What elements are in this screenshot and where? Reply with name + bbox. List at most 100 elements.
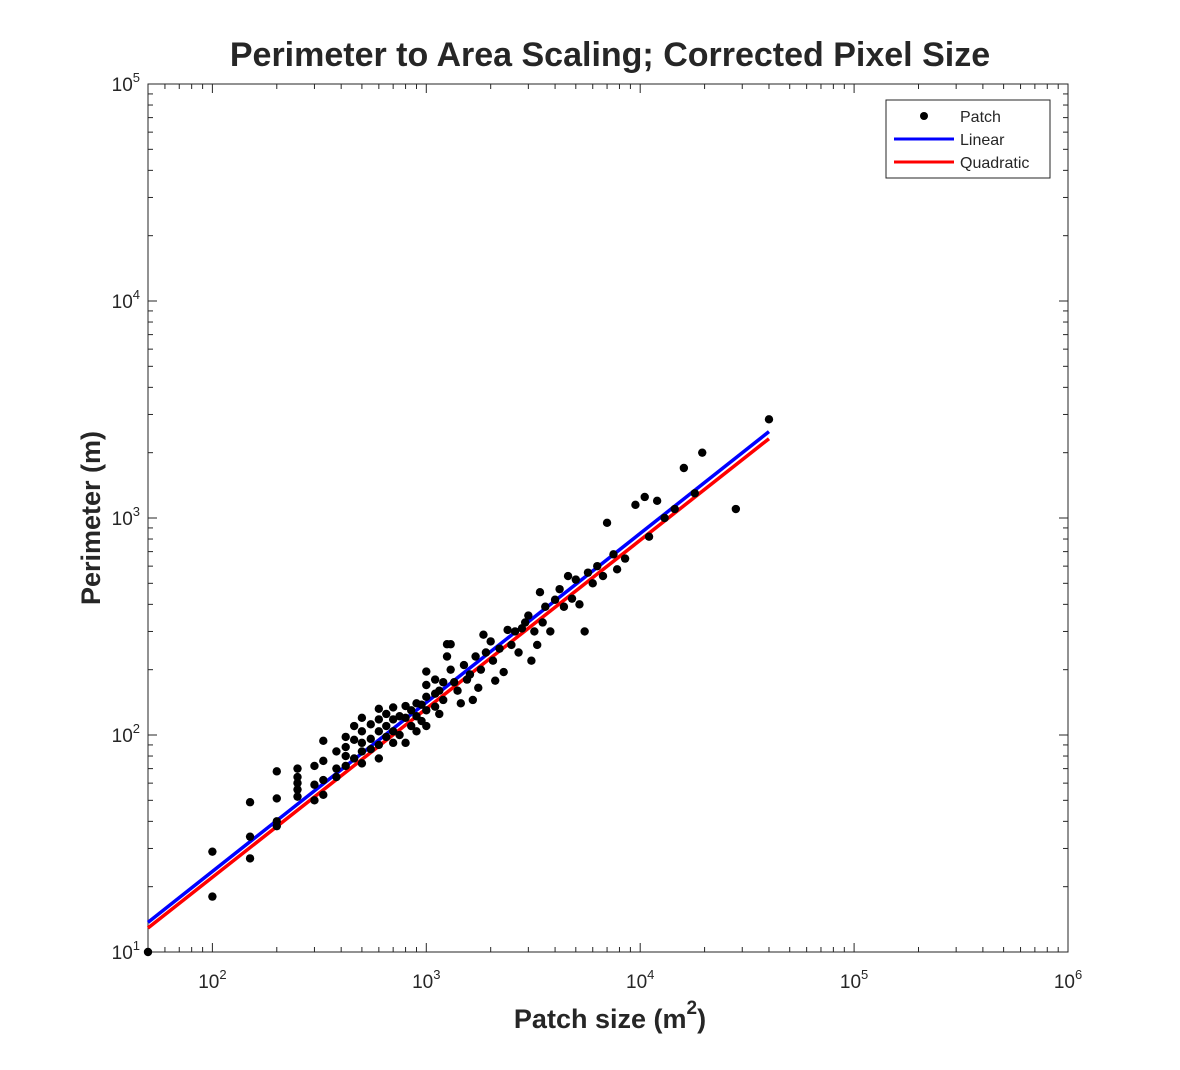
patch-point <box>208 847 217 856</box>
patch-point <box>479 630 488 639</box>
patch-point <box>602 518 612 528</box>
patch-point <box>541 602 550 611</box>
patch-point <box>533 640 542 650</box>
patch-point <box>293 792 302 801</box>
patch-point <box>491 676 500 685</box>
patch-point <box>609 550 618 559</box>
patch-point <box>530 627 539 636</box>
patch-point <box>341 732 350 742</box>
patch-point <box>435 686 444 695</box>
patch-point <box>439 678 448 687</box>
patch-point <box>272 767 281 776</box>
patch-point <box>357 727 367 736</box>
patch-point <box>374 727 384 736</box>
axis-tick-labels: 102 103 104 105 106 101 102 103 104 105 <box>112 70 1083 993</box>
patch-point <box>495 644 504 653</box>
patch-point <box>446 665 455 674</box>
patch-point <box>503 625 512 635</box>
patch-point <box>349 735 359 745</box>
y-tick-label: 102 <box>112 721 140 747</box>
patch-point <box>583 568 593 577</box>
patch-point <box>388 703 398 712</box>
patch-point <box>435 709 444 719</box>
patch-point <box>446 640 455 649</box>
patch-point <box>422 680 431 690</box>
patch-point <box>546 627 555 636</box>
patch-point <box>349 754 359 763</box>
patch-point <box>374 740 384 750</box>
x-axis-label: Patch size (m2) <box>514 998 706 1034</box>
patch-point <box>507 640 516 650</box>
patch-point <box>293 778 302 788</box>
patch-point <box>510 627 520 636</box>
patch-point <box>486 637 495 646</box>
patch-point <box>357 713 367 723</box>
patch-point <box>319 790 328 800</box>
patch-point <box>698 448 707 457</box>
chart-title: Perimeter to Area Scaling; Corrected Pix… <box>230 36 990 74</box>
patch-point <box>357 759 367 768</box>
patch-point <box>388 727 398 736</box>
patch-point <box>208 892 217 901</box>
legend-label-linear: Linear <box>960 132 1005 149</box>
legend: Patch Linear Quadratic <box>885 99 1051 179</box>
patch-point <box>357 747 367 756</box>
patch-point <box>679 463 689 473</box>
patch-point <box>417 700 426 709</box>
patch-point <box>406 721 416 731</box>
patch-point <box>366 745 375 754</box>
axis-ticks <box>147 83 1069 953</box>
patch-point <box>449 678 459 687</box>
patch-point <box>293 764 302 773</box>
plot-area-frame <box>147 83 1069 953</box>
legend-marker-patch <box>920 112 928 120</box>
patch-point <box>341 742 350 752</box>
patch-point <box>272 821 281 831</box>
patch-point <box>535 588 545 597</box>
patch-point <box>593 561 602 571</box>
patch-point <box>670 504 679 514</box>
patch-point <box>550 595 560 604</box>
patch-point <box>652 496 662 506</box>
patch-point <box>382 732 391 742</box>
y-tick-label: 105 <box>112 70 140 96</box>
patch-point <box>341 751 350 761</box>
patch-point <box>332 747 341 756</box>
patch-point <box>245 854 255 863</box>
patch-point <box>293 772 302 782</box>
patch-point <box>245 798 255 807</box>
patch-point <box>366 720 375 729</box>
patch-point <box>465 670 475 679</box>
patch-point <box>521 618 530 627</box>
patch-point <box>422 721 431 731</box>
patch-point <box>401 713 410 723</box>
legend-label-quadratic: Quadratic <box>960 155 1029 172</box>
patch-point <box>422 692 431 701</box>
patch-point <box>374 754 384 763</box>
patch-point <box>559 602 569 611</box>
legend-label-patch: Patch <box>960 109 1001 126</box>
patch-point <box>382 721 391 731</box>
patch-point <box>382 709 391 719</box>
x-tick-label: 103 <box>412 967 440 993</box>
x-tick-label: 102 <box>198 967 226 993</box>
patch-point <box>310 761 319 771</box>
patch-point <box>319 775 328 785</box>
patch-point <box>476 665 486 674</box>
patch-point <box>422 667 431 676</box>
patch-point <box>481 648 491 657</box>
patch-point <box>631 500 640 510</box>
patch-point <box>422 706 431 715</box>
patch-point <box>349 721 359 731</box>
y-tick-label: 103 <box>112 504 140 530</box>
patch-point <box>690 489 699 498</box>
y-axis-label: Perimeter (m) <box>76 431 106 605</box>
patch-point <box>527 656 536 665</box>
patch-point <box>395 730 404 740</box>
patch-point <box>366 734 375 744</box>
patch-point <box>620 554 630 563</box>
x-tick-label: 105 <box>840 967 868 993</box>
patch-point <box>640 492 649 502</box>
patch-point <box>319 756 328 766</box>
